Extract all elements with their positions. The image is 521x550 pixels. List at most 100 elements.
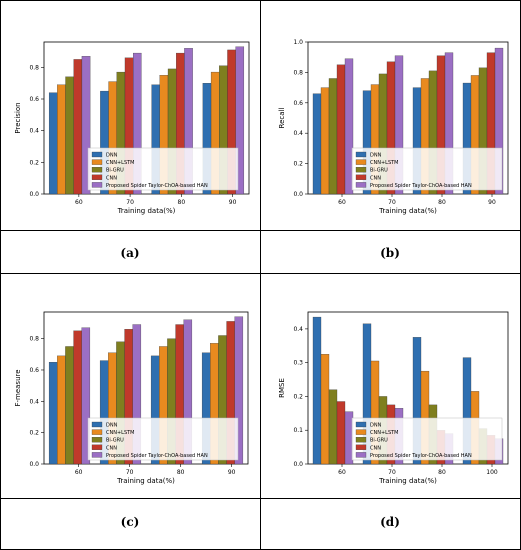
legend-label: DNN [106, 153, 118, 159]
legend-label: CNN+LSTM [106, 160, 135, 166]
y-tick-label: 1.0 [293, 39, 303, 46]
legend-swatch [91, 174, 103, 180]
x-axis-label: Training data(%) [378, 477, 437, 485]
legend-swatch [355, 444, 367, 450]
legend-label: DNN [370, 423, 382, 429]
bar-han-60 [81, 56, 91, 195]
x-axis-label: Training data(%) [378, 207, 437, 215]
chart-panel-precision: 0.0 0.2 0.4 0.6 0.8 60 70 80 90 Training data(%) P… [14, 41, 250, 215]
legend-label: Bi-GRU [106, 168, 124, 174]
bar-cnn-60 [336, 401, 346, 465]
legend-swatch [355, 452, 367, 458]
bar-han-90 [235, 46, 245, 195]
bar-cnn-60 [73, 59, 83, 195]
legend-box [351, 417, 503, 461]
panel-label-b: (b) [380, 246, 400, 260]
y-tick-label: 0.2 [29, 430, 39, 437]
y-tick-label: 0.4 [29, 398, 39, 405]
legend-label: Bi-GRU [106, 438, 124, 444]
x-tick-label: 90 [488, 199, 496, 206]
legend-label: Proposed Spider Taylor-ChOA-based HAN [370, 183, 472, 189]
y-tick-label: 0.6 [29, 367, 39, 374]
legend-label: CNN+LSTM [370, 160, 399, 166]
legend-label: CNN [106, 445, 117, 451]
y-tick-label: 0.6 [29, 96, 39, 103]
bar-cnn-lstm-60 [320, 354, 330, 465]
panel-label-c: (c) [121, 515, 140, 529]
bar-han-90 [234, 316, 244, 465]
legend-swatch [91, 421, 103, 428]
bar-han-70 [394, 55, 404, 195]
legend-label: Proposed Spider Taylor-ChOA-based HAN [106, 183, 208, 189]
x-tick-label: 60 [75, 469, 83, 476]
bar-cnn-60 [73, 330, 82, 465]
bar-dnn-60 [312, 316, 322, 465]
y-tick-label: 0.4 [293, 130, 303, 137]
legend-box [87, 417, 239, 461]
bar-dnn-60 [48, 92, 58, 195]
x-tick-label: 60 [338, 469, 346, 476]
y-tick-label: 0.8 [29, 64, 39, 71]
y-tick-label: 0.2 [29, 159, 39, 166]
legend-swatch [355, 437, 367, 443]
y-tick-label: 0.0 [29, 191, 39, 198]
y-tick-label: 0.8 [293, 69, 303, 76]
legend-swatch [355, 421, 367, 428]
x-tick-label: 60 [75, 199, 83, 206]
x-tick-label: 80 [438, 469, 446, 476]
legend-box [351, 147, 503, 191]
legend-label: Proposed Spider Taylor-ChOA-based HAN [106, 453, 208, 459]
legend-swatch [91, 452, 103, 458]
legend-label: CNN [370, 445, 381, 451]
legend-swatch [91, 182, 103, 188]
legend-label: CNN [106, 175, 117, 181]
legend-swatch [355, 167, 367, 173]
x-axis-label: Training data(%) [117, 207, 176, 215]
legend-label: DNN [370, 153, 382, 159]
bar-han-60 [81, 327, 91, 465]
y-tick-label: 0.8 [29, 336, 39, 343]
bar-cnn-lstm-60 [57, 84, 66, 195]
legend-swatch [355, 159, 367, 165]
bar-han-80 [183, 319, 193, 465]
y-tick-label: 0.0 [293, 461, 303, 468]
legend-swatch [91, 151, 103, 158]
legend-swatch [355, 174, 367, 180]
bar-cnn-lstm-60 [57, 355, 66, 465]
legend-label: DNN [106, 423, 118, 429]
y-axis-label: RMSE [278, 378, 286, 398]
legend-label: CNN+LSTM [370, 430, 399, 436]
bar-bi-gru-60 [65, 76, 74, 195]
bar-cnn-60 [336, 64, 346, 195]
bar-han-80 [184, 48, 193, 195]
bar-cnn-lstm-60 [320, 87, 330, 195]
panel-label-d: (d) [380, 515, 400, 529]
legend-swatch [91, 167, 103, 173]
x-axis-label: Training data(%) [116, 477, 175, 485]
x-tick-label: 60 [338, 199, 346, 206]
legend-label: Bi-GRU [370, 168, 388, 174]
bar-han-70 [133, 52, 142, 195]
y-tick-label: 0.1 [293, 427, 303, 434]
legend-swatch [91, 429, 103, 435]
y-tick-label: 0.2 [293, 161, 303, 168]
y-tick-label: 0.4 [293, 326, 303, 333]
x-tick-label: 70 [126, 199, 134, 206]
x-tick-label: 80 [177, 469, 185, 476]
x-tick-label: 90 [229, 199, 237, 206]
chart-panel-recall: 0.0 0.2 0.4 0.6 0.8 1.0 60 70 80 90 Training data(… [278, 39, 509, 215]
legend-box [87, 147, 239, 191]
x-tick-label: 70 [388, 199, 396, 206]
x-tick-label: 90 [228, 469, 236, 476]
legend-swatch [91, 159, 103, 165]
bar-han-80 [444, 52, 454, 195]
bar-bi-gru-60 [328, 78, 338, 195]
bar-han-60 [344, 58, 354, 195]
legend-label: Proposed Spider Taylor-ChOA-based HAN [370, 453, 472, 459]
chart-panel-f-measure: 0.0 0.2 0.4 0.6 0.8 60 70 80 90 Training data(%) F… [14, 311, 249, 485]
bar-bi-gru-60 [328, 389, 338, 465]
y-axis-label: Recall [278, 108, 286, 129]
x-tick-label: 100 [486, 469, 498, 476]
y-axis-label: F-measure [14, 369, 22, 406]
